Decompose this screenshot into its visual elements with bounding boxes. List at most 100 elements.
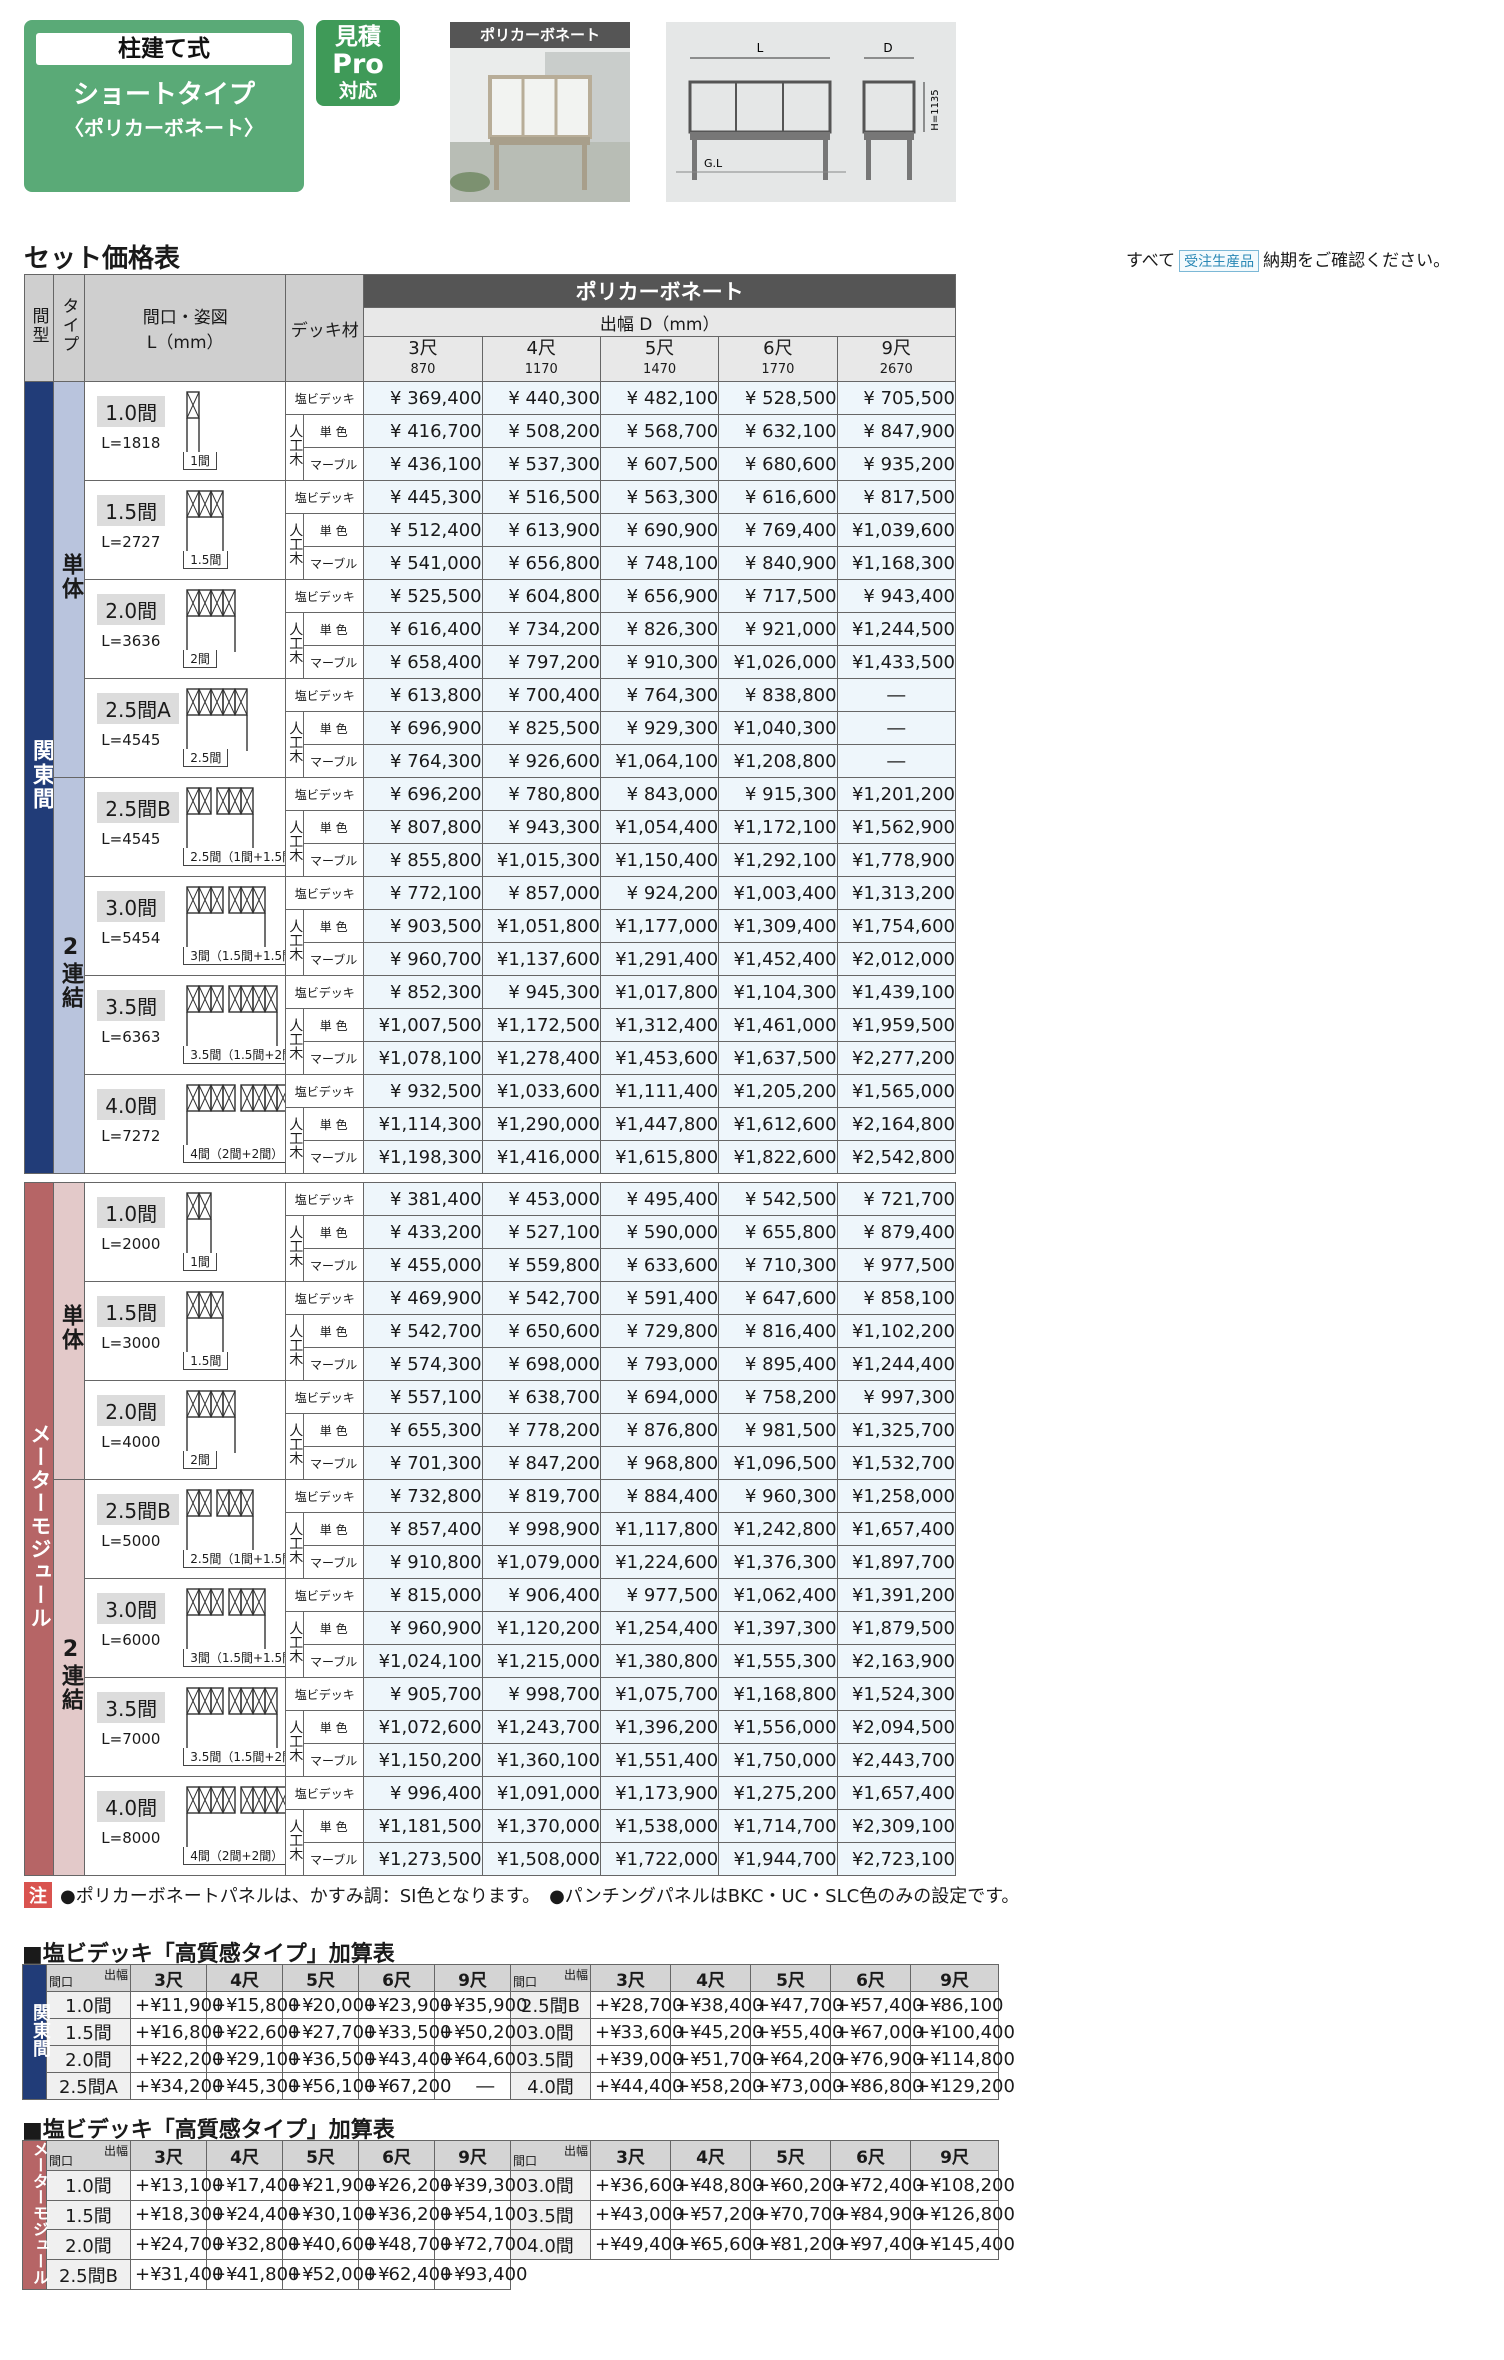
- add-value: 54,100: [460, 2199, 527, 2231]
- price-cell: ¥ 528,500: [718, 381, 838, 415]
- length-value: L=1818: [101, 434, 161, 452]
- price-cell: ¥ 527,100: [481, 1215, 601, 1249]
- add-width-label: 1.5間: [46, 2199, 131, 2231]
- dimension-label: 1.5間: [183, 551, 229, 569]
- add-value: 39,300: [460, 2169, 527, 2201]
- price-cell: ¥ 453,000: [481, 1182, 601, 1216]
- length-value: L=3000: [101, 1334, 161, 1352]
- add-value: 27,700: [308, 2018, 375, 2046]
- price-cell: ¥ 998,900: [481, 1512, 601, 1546]
- price-cell: ¥1,062,400: [718, 1578, 838, 1612]
- deck-label-vinyl: 塩ビデッキ: [285, 975, 365, 1009]
- deck-label-marble: マーブル: [303, 1248, 365, 1282]
- size-header: 6尺: [830, 2140, 911, 2171]
- price-row: マーブル ¥1,198,300 ¥1,416,000 ¥1,615,800 ¥1,822…: [25, 1140, 957, 1174]
- price-cell: ¥ 929,300: [599, 711, 720, 745]
- add-value: 58,200: [696, 2072, 763, 2100]
- section-title: セット価格表: [24, 244, 181, 274]
- size-header: 3尺: [590, 2140, 671, 2171]
- price-cell: ¥1,309,400: [718, 909, 838, 943]
- add-width-label: 4.0間: [510, 2072, 591, 2100]
- add-value: 45,300: [232, 2072, 299, 2100]
- add-value: 64,600: [460, 2045, 527, 2073]
- add-width-label: 3.5間: [510, 2199, 591, 2231]
- price-cell: ¥1,278,400: [481, 1041, 601, 1075]
- price-row: マーブル ¥ 701,300 ¥ 847,200 ¥ 968,800 ¥1,096,50…: [25, 1446, 957, 1480]
- price-cell: ¥ 698,000: [481, 1347, 601, 1381]
- panel-header: ポリカーボネート: [363, 274, 956, 308]
- price-cell: ¥ 843,000: [599, 777, 720, 811]
- plus-yen-prefix: +¥: [282, 2018, 314, 2046]
- set-price-table: 間型 タイプ 間口・姿図 L（mm） デッキ材 ポリカーボネート 出幅 D（mm）…: [23, 274, 957, 1876]
- deck-label-solid: 単 色: [303, 711, 365, 745]
- add-width-label: 1.0間: [46, 1991, 131, 2019]
- plus-yen-prefix: +¥: [590, 2018, 622, 2046]
- label-L: L: [757, 41, 764, 55]
- add-value: 60,200: [776, 2169, 843, 2201]
- deck-label-marble: マーブル: [303, 1041, 365, 1075]
- corner-header: 間口 出幅: [510, 2140, 591, 2171]
- add-value: 126,800: [936, 2199, 1015, 2231]
- price-cell: ¥1,051,800: [481, 909, 601, 943]
- price-cell: ¥1,007,500: [363, 1008, 483, 1042]
- price-cell: ¥ 793,000: [599, 1347, 720, 1381]
- price-row: マーブル ¥ 455,000 ¥ 559,800 ¥ 633,600 ¥ 710,300…: [25, 1248, 957, 1282]
- length-value: L=6000: [101, 1631, 161, 1649]
- width-cell: 3.5間 L=7000 3.5間（1.5間+2間）: [84, 1677, 287, 1777]
- length-value: L=2727: [101, 533, 161, 551]
- price-cell: ¥1,015,300: [481, 843, 601, 877]
- price-cell: ¥ 819,700: [481, 1479, 601, 1513]
- add-value: 51,700: [696, 2045, 763, 2073]
- plus-yen-prefix: +¥: [206, 2229, 238, 2261]
- add-value: 72,700: [460, 2229, 527, 2261]
- add-value: 18,300: [156, 2199, 223, 2231]
- add-row: 2.5間B +¥ 31,400 +¥ 41,800 +¥ 52,000 +¥ 62,400 +¥ 9…: [23, 2259, 999, 2290]
- add-value: 52,000: [308, 2259, 375, 2290]
- plus-yen-prefix: +¥: [130, 2018, 162, 2046]
- price-cell: ¥1,039,600: [836, 513, 957, 547]
- deck-label-marble: マーブル: [303, 447, 365, 481]
- plus-yen-prefix: +¥: [282, 1991, 314, 2019]
- deck-label-wood: 人工木: [285, 414, 305, 481]
- type-label: 2連結: [53, 777, 86, 1174]
- price-cell: ¥ 998,700: [481, 1677, 601, 1711]
- price-row: 2.0間 L=4000 2間 塩ビデッキ ¥ 557,100 ¥ 638,700 ¥ 694…: [25, 1380, 957, 1480]
- price-cell: ¥ 960,700: [363, 942, 483, 976]
- price-row: 2.0間 L=3636 2間 塩ビデッキ ¥ 525,500 ¥ 604,800 ¥ 656…: [25, 579, 957, 679]
- dimension-label: 1.5間: [183, 1352, 229, 1370]
- dimension-label: 2.5間: [183, 749, 229, 767]
- plus-yen-prefix: +¥: [358, 2045, 390, 2073]
- price-cell: ¥1,312,400: [599, 1008, 720, 1042]
- deck-label-marble: マーブル: [303, 546, 365, 580]
- order-note-post: 納期をご確認ください。: [1263, 251, 1451, 271]
- add-value: 33,500: [384, 2018, 451, 2046]
- empty-cell: [511, 2260, 999, 2290]
- length-value: L=3636: [101, 632, 161, 650]
- add-table-title-kanto: ■塩ビデッキ「高質感タイプ」加算表: [22, 1942, 395, 1967]
- frame-elevation-icon: [186, 985, 278, 1048]
- price-cell: ¥1,615,800: [599, 1140, 720, 1174]
- add-value: 16,800: [156, 2018, 223, 2046]
- width-label: 1.0間: [97, 396, 166, 427]
- price-cell: ¥ 632,100: [718, 414, 838, 448]
- add-value: 23,900: [384, 1991, 451, 2019]
- frame-elevation-icon: [186, 688, 248, 751]
- price-cell: ¥ 840,900: [718, 546, 838, 580]
- plus-yen-prefix: +¥: [750, 2199, 782, 2231]
- price-cell: ¥1,551,400: [599, 1743, 720, 1777]
- plus-yen-prefix: +¥: [282, 2229, 314, 2261]
- plus-yen-prefix: +¥: [282, 2072, 314, 2100]
- plus-yen-prefix: +¥: [358, 2169, 390, 2201]
- balcony-photo-illustration: [450, 22, 630, 202]
- price-cell: ¥1,657,400: [836, 1512, 957, 1546]
- price-cell: ¥ 778,200: [481, 1413, 601, 1447]
- frame-elevation-icon: [186, 1786, 285, 1849]
- deck-label-wood: 人工木: [285, 1413, 305, 1480]
- plus-yen-prefix: +¥: [206, 2072, 238, 2100]
- size-header: 9尺 2670: [836, 336, 957, 382]
- price-cell: ¥ 542,700: [363, 1314, 483, 1348]
- plus-yen-prefix: +¥: [282, 2199, 314, 2231]
- price-cell: ¥ 968,800: [599, 1446, 720, 1480]
- add-value: 64,200: [776, 2045, 843, 2073]
- price-cell: ¥1,111,400: [599, 1074, 720, 1108]
